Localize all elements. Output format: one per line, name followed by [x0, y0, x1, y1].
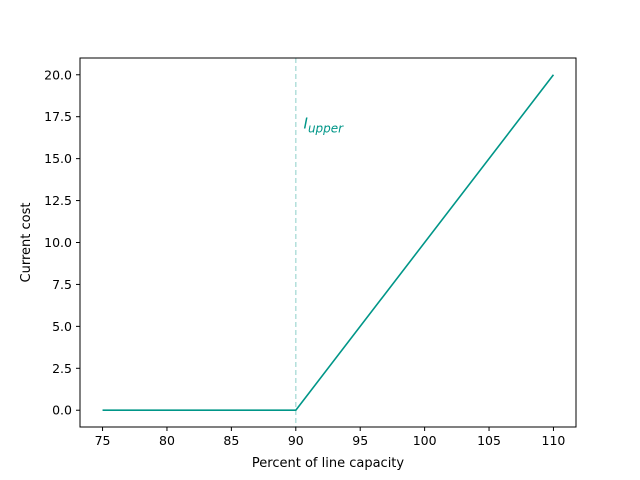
- y-tick-label: 0.0: [52, 403, 72, 418]
- series-line-0: [102, 74, 555, 412]
- x-tick-label: 100: [413, 433, 437, 448]
- annotation-subscript: upper: [308, 121, 344, 135]
- y-tick-label: 12.5: [44, 193, 72, 208]
- i-upper-annotation: Iupper: [304, 114, 345, 135]
- x-tick-label: 110: [542, 433, 566, 448]
- plot-frame: [79, 57, 577, 428]
- x-axis-label: Percent of line capacity: [252, 456, 404, 471]
- y-tick-label: 5.0: [52, 319, 72, 334]
- x-tick-label: 90: [288, 433, 304, 448]
- y-tick-label: 20.0: [44, 67, 72, 82]
- x-tick-label: 75: [95, 433, 111, 448]
- annotation-base: I: [304, 114, 309, 132]
- y-tick-label: 15.0: [44, 151, 72, 166]
- x-tick-label: 105: [477, 433, 501, 448]
- y-tick-label: 10.0: [44, 235, 72, 250]
- y-tick-label: 2.5: [52, 361, 72, 376]
- x-tick-label: 95: [352, 433, 368, 448]
- y-axis-label: Current cost: [19, 203, 34, 283]
- y-tick-label: 7.5: [52, 277, 72, 292]
- x-tick-label: 85: [223, 433, 239, 448]
- x-tick-label: 80: [159, 433, 175, 448]
- y-tick-label: 17.5: [44, 109, 72, 124]
